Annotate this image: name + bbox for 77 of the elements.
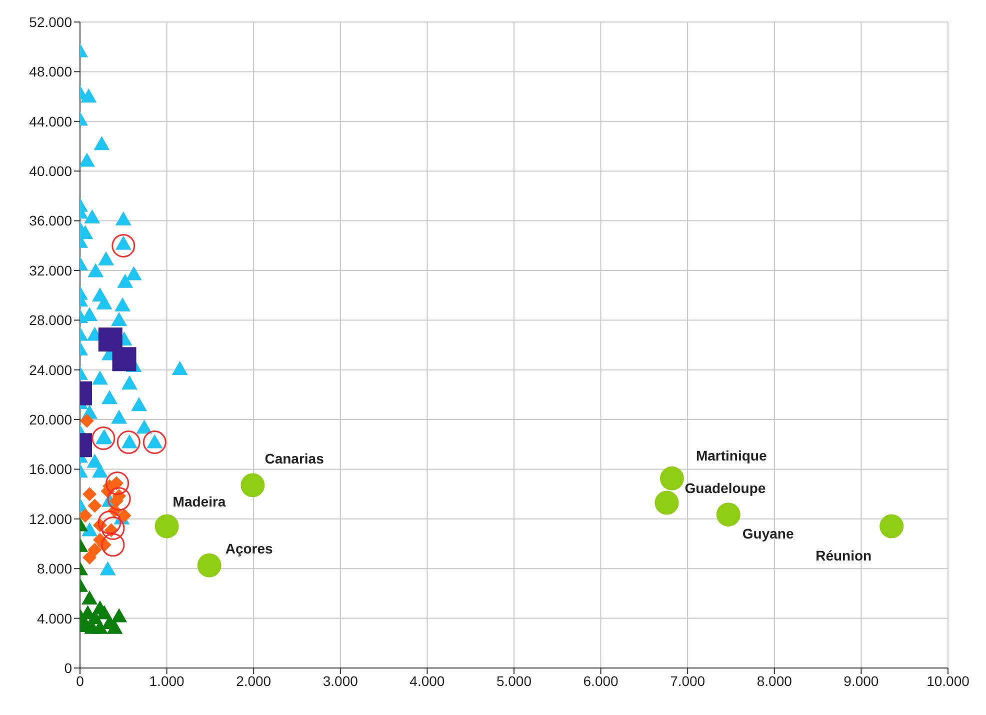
point [82,487,97,502]
x-tick-label: 10.000 [926,672,970,689]
point [121,376,138,390]
point [111,608,128,622]
point [80,152,95,167]
annotation: Canarias [264,450,324,466]
point [92,370,108,385]
point [94,136,110,150]
point [136,420,152,434]
point [102,390,118,404]
point [88,542,102,557]
point [111,312,128,326]
point [98,251,114,266]
point [131,397,148,412]
y-tick-label: 20.000 [29,412,72,428]
point [84,209,100,224]
point [98,510,122,534]
point [106,472,130,496]
x-tick-label: 5.000 [496,672,532,689]
annotation: Guadeloupe [684,480,766,496]
y-tick-label: 8.000 [36,560,72,577]
annotation: Martinique [696,447,767,464]
x-tick-label: 7.000 [670,672,706,689]
point [80,414,94,428]
point [116,430,140,454]
point [107,487,131,511]
point [154,514,179,538]
point [115,211,132,226]
x-tick-label: 6.000 [583,672,619,689]
point [117,274,134,288]
point [197,553,222,578]
point [96,295,112,310]
point [82,550,97,565]
x-tick-label: 9.000 [844,672,879,689]
point [101,533,125,557]
point [716,502,740,527]
x-tick-label: 0 [76,672,84,689]
point [117,508,132,523]
y-tick-label: 16.000 [29,461,72,478]
point [92,426,116,450]
y-tick-label: 4.000 [36,610,72,626]
point [88,498,102,513]
y-tick-label: 48.000 [29,64,72,80]
point [101,516,125,540]
point [82,590,98,605]
y-tick-label: 12.000 [29,510,72,527]
x-tick-label: 3.000 [322,672,358,689]
x-tick-label: 8.000 [756,672,792,689]
annotation: Madeira [172,493,226,510]
y-tick-label: 28.000 [29,312,72,328]
y-tick-label: 44.000 [29,113,72,130]
point [100,561,116,576]
y-tick-label: 40.000 [29,163,72,180]
point [172,360,188,375]
annotation: Réunion [816,547,872,564]
point [111,410,128,424]
y-tick-label: 32.000 [29,262,72,278]
y-tick-label: 36.000 [29,212,72,229]
annotation: Açores [225,540,274,556]
x-tick-label: 4.000 [410,672,445,689]
point [82,522,98,536]
point [80,88,97,103]
point [112,234,136,258]
point [240,473,265,498]
y-tick-label: 52.000 [29,14,72,30]
y-tick-label: 24.000 [29,362,72,378]
x-tick-label: 2.000 [236,672,272,689]
point [142,430,166,454]
point [880,514,904,538]
point [126,266,142,280]
annotation: Guyane [742,526,794,542]
point [660,466,684,490]
y-tick-label: 0 [64,660,72,676]
point [114,297,131,312]
point [654,490,679,515]
point [88,263,104,278]
x-tick-label: 1.000 [149,672,185,689]
